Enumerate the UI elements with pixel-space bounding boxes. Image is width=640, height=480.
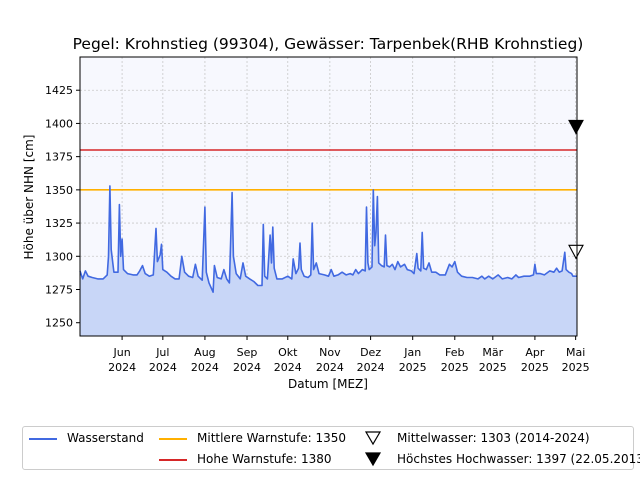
chart-svg: Pegel: Krohnstieg (99304), Gewässer: Tar… (22, 35, 590, 391)
x-tick-label-month: Mär (482, 346, 503, 359)
y-tick-label: 1425 (45, 84, 73, 97)
legend-label-hohe-warnstufe: Hohe Warnstufe: 1380 (197, 452, 332, 466)
x-tick-label-month: Apr (525, 346, 545, 359)
x-tick-label-year: 2024 (233, 361, 261, 374)
x-tick-label-year: 2024 (149, 361, 177, 374)
x-tick-label-month: Sep (237, 346, 258, 359)
x-tick-label-month: Okt (278, 346, 298, 359)
x-tick-label-year: 2024 (316, 361, 344, 374)
legend-swatch-wasserstand (29, 438, 57, 440)
x-tick-label-month: Mai (566, 346, 585, 359)
x-tick-label-year: 2025 (441, 361, 469, 374)
x-tick-label-month: Jun (113, 346, 131, 359)
x-tick-label-year: 2025 (562, 361, 590, 374)
area-layer (80, 185, 577, 336)
chart-title: Pegel: Krohnstieg (99304), Gewässer: Tar… (73, 35, 584, 53)
legend-label-hochwasser: Höchstes Hochwasser: 1397 (22.05.2013) (397, 452, 640, 466)
x-tick-label-month: Dez (360, 346, 381, 359)
x-tick-label-month: Feb (445, 346, 464, 359)
x-tick-label-month: Aug (194, 346, 215, 359)
marker-layer (568, 119, 584, 260)
x-tick-label-month: Nov (319, 346, 341, 359)
legend-label-wasserstand: Wasserstand (67, 431, 144, 445)
x-tick-label-year: 2024 (108, 361, 136, 374)
mittelwasser-marker (568, 244, 584, 260)
legend: Wasserstand Mittlere Warnstufe: 1350 Hoh… (22, 426, 640, 470)
x-axis-ticks: Jun 2024 Jul 2024 Aug 2024 Sep 2024 Okt 2024 Nov 20… (108, 336, 590, 374)
y-tick-label: 1325 (45, 217, 73, 230)
wasserstand-line (79, 185, 577, 293)
y-tick-label: 1350 (45, 184, 73, 197)
y-tick-label: 1250 (45, 317, 73, 330)
y-tick-label: 1400 (45, 117, 73, 130)
hochwasser-marker (568, 119, 584, 135)
x-tick-label-year: 2024 (357, 361, 385, 374)
warning-lines (80, 149, 577, 191)
legend-swatch-mittlere-warnstufe (159, 438, 187, 440)
x-tick-label-year: 2024 (191, 361, 219, 374)
wasserstand-area (80, 185, 577, 336)
x-tick-label-month: Jul (155, 346, 169, 359)
x-tick-label-year: 2024 (274, 361, 302, 374)
x-tick-label-month: Jan (403, 346, 421, 359)
y-tick-label: 1275 (45, 284, 73, 297)
x-axis-label: Datum [MEZ] (288, 377, 368, 391)
x-tick-label-year: 2025 (399, 361, 427, 374)
x-tick-label-year: 2025 (479, 361, 507, 374)
line-layer (79, 185, 577, 293)
legend-swatch-hohe-warnstufe (159, 459, 187, 461)
y-tick-label: 1375 (45, 151, 73, 164)
legend-label-mittelwasser: Mittelwasser: 1303 (2014-2024) (397, 431, 590, 445)
legend-label-mittlere-warnstufe: Mittlere Warnstufe: 1350 (197, 431, 347, 445)
y-axis-ticks: 1250 1275 1300 1325 1350 1375 1400 1425 (45, 84, 80, 330)
filled-triangle-icon (364, 452, 382, 467)
y-axis-label: Höhe über NHN [cm] (22, 135, 36, 260)
y-tick-label: 1300 (45, 250, 73, 263)
plot-frame (79, 56, 578, 337)
open-triangle-icon (364, 431, 382, 446)
x-tick-label-year: 2025 (521, 361, 549, 374)
